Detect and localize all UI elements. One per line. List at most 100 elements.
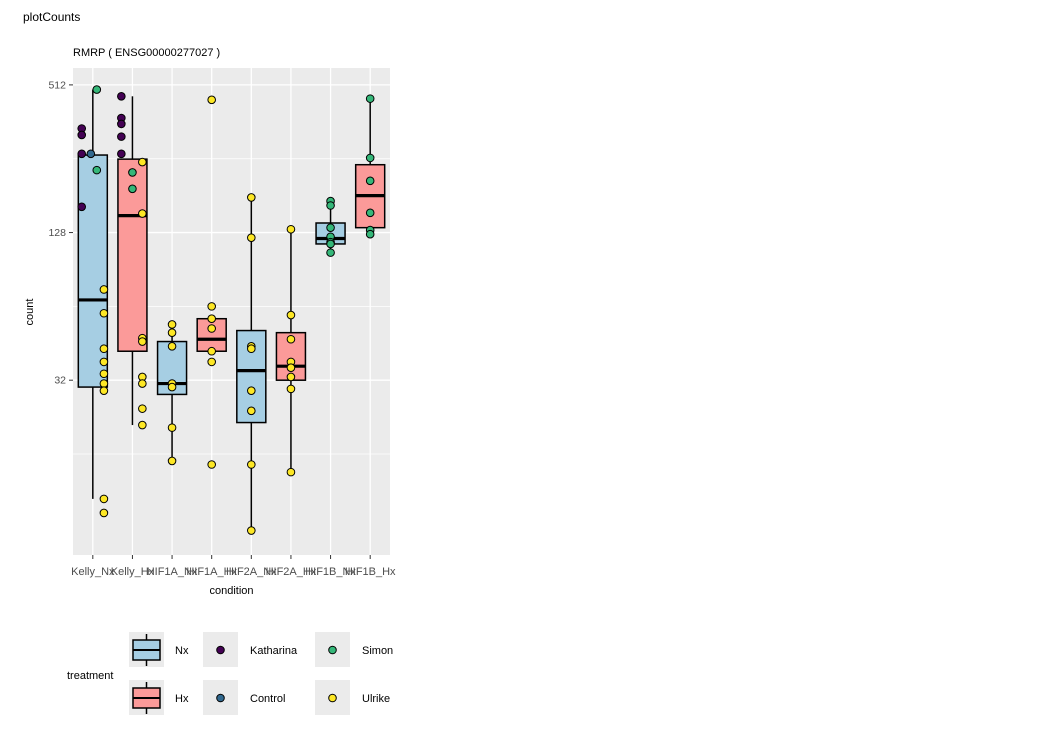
point-simon <box>326 223 335 232</box>
point-simon <box>365 94 375 103</box>
legend-label-nx: Nx <box>175 645 189 657</box>
x-tick-label: HIF1A_Hx <box>186 566 237 578</box>
point-ulrike <box>138 404 147 413</box>
x-tick-label: Kelly_Hx <box>111 566 155 578</box>
point-ulrike <box>247 406 256 416</box>
point-ulrike <box>167 382 177 392</box>
point-ulrike <box>247 386 256 395</box>
point-katharina <box>77 202 87 212</box>
point-ulrike <box>207 324 216 333</box>
point-ulrike <box>138 379 147 388</box>
y-tick-label: 512 <box>48 79 66 91</box>
point-ulrike <box>247 193 256 202</box>
point-ulrike <box>286 224 296 234</box>
legend-label-ulrike: Ulrike <box>362 693 390 705</box>
x-tick-label: Kelly_Nx <box>71 566 115 578</box>
point-katharina <box>117 132 126 141</box>
point-ulrike <box>167 320 177 329</box>
legend-key-dot <box>328 693 337 703</box>
y-tick-label: 128 <box>48 227 66 239</box>
point-simon <box>365 153 375 163</box>
boxes <box>77 89 386 531</box>
point-ulrike <box>138 157 147 167</box>
legend-key-dot <box>216 693 225 703</box>
point-ulrike <box>138 209 147 218</box>
point-ulrike <box>247 460 256 469</box>
point-ulrike <box>286 310 296 320</box>
legend-key-control <box>203 680 238 715</box>
point-ulrike <box>207 314 216 324</box>
x-tick-label: HIF1A_Nx <box>147 566 198 578</box>
point-katharina <box>117 149 126 159</box>
point-ulrike <box>207 346 216 356</box>
window-title: plotCounts <box>23 10 81 24</box>
legend-key-nx <box>129 632 164 667</box>
x-tick-label: HIF1B_Nx <box>305 566 356 578</box>
point-simon <box>128 184 137 194</box>
point-ulrike <box>167 341 177 351</box>
point-katharina <box>77 149 87 159</box>
point-control <box>86 149 96 159</box>
point-ulrike <box>138 420 147 430</box>
point-katharina <box>117 91 126 101</box>
x-tick-label: HIF2A_Nx <box>226 566 277 578</box>
point-ulrike <box>99 379 109 388</box>
legend-key-hx <box>129 680 164 715</box>
x-tick-label: HIF1B_Hx <box>345 566 396 578</box>
point-simon <box>326 201 335 210</box>
point-ulrike <box>207 357 216 367</box>
y-tick-label: 32 <box>54 375 66 387</box>
point-ulrike <box>247 344 256 354</box>
legend-label-simon: Simon <box>362 645 393 657</box>
point-katharina <box>77 130 87 140</box>
point-simon <box>128 168 137 177</box>
y-axis-title: count <box>24 299 36 326</box>
point-ulrike <box>99 308 109 318</box>
point-simon <box>365 229 375 239</box>
chart-title: RMRP ( ENSG00000277027 ) <box>73 47 220 59</box>
point-ulrike <box>167 328 177 337</box>
point-ulrike <box>99 285 109 294</box>
point-ulrike <box>247 233 256 242</box>
point-simon <box>326 239 335 249</box>
point-ulrike <box>167 456 177 466</box>
point-ulrike <box>99 344 109 354</box>
legend-key-dot <box>328 645 337 655</box>
box-rect <box>196 317 227 352</box>
point-ulrike <box>138 337 147 346</box>
point-ulrike <box>99 369 109 379</box>
point-ulrike <box>286 467 296 477</box>
legend-label-katharina: Katharina <box>250 645 298 657</box>
point-ulrike <box>207 460 216 469</box>
legend-key-katharina <box>203 632 238 667</box>
y-axis: 32 128 512 <box>48 79 73 387</box>
point-katharina <box>117 119 126 129</box>
box-HIF1B_Hx <box>354 98 386 234</box>
point-ulrike <box>99 508 109 518</box>
legend-key-simon <box>315 632 350 667</box>
legend-title: treatment <box>67 670 113 682</box>
point-simon <box>365 208 375 218</box>
legend-label-control: Control <box>250 693 285 705</box>
point-ulrike <box>247 526 256 535</box>
point-ulrike <box>286 334 296 344</box>
point-ulrike <box>207 302 216 311</box>
point-ulrike <box>207 95 216 105</box>
point-simon <box>92 165 102 175</box>
legend-key-ulrike <box>315 680 350 715</box>
point-simon <box>365 176 375 186</box>
point-simon <box>326 248 335 257</box>
point-ulrike <box>286 372 296 382</box>
x-axis-title: condition <box>209 585 253 597</box>
legend: treatment Nx Hx Katharina Control Simon Ulrike <box>67 632 393 715</box>
legend-key-dot <box>216 645 225 655</box>
legend-label-hx: Hx <box>175 693 189 705</box>
point-ulrike <box>286 363 296 372</box>
point-simon <box>92 85 102 94</box>
x-axis: Kelly_NxKelly_HxHIF1A_NxHIF1A_HxHIF2A_Nx… <box>71 555 396 578</box>
point-ulrike <box>99 494 109 504</box>
point-ulrike <box>99 386 109 395</box>
points <box>77 85 375 535</box>
point-ulrike <box>286 384 296 394</box>
